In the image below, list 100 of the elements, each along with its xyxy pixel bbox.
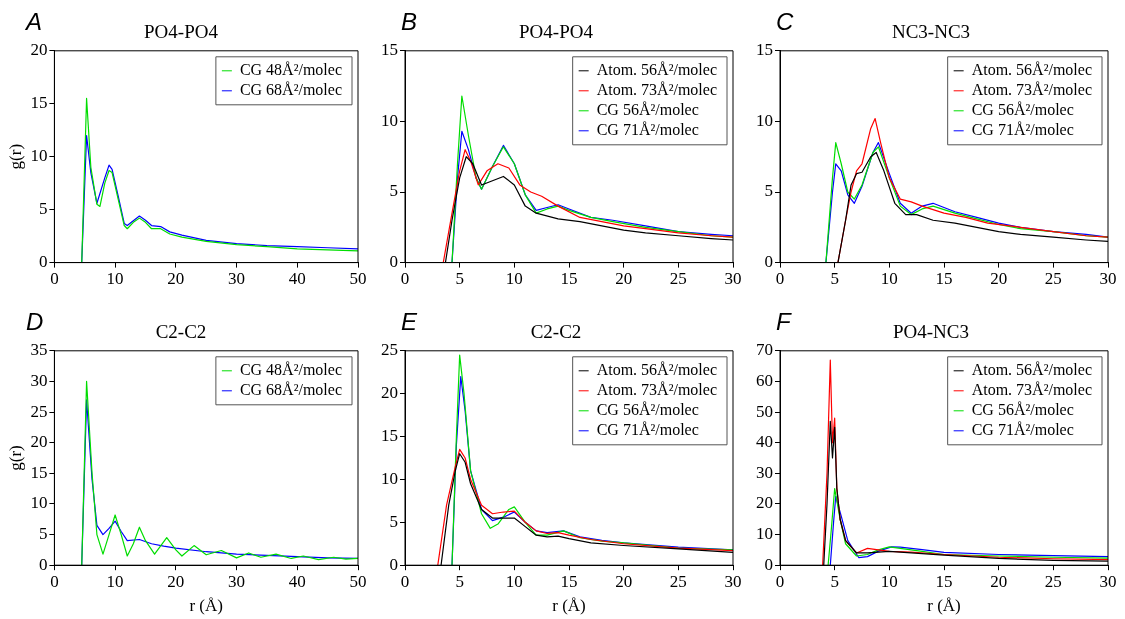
x-tick-label: 10 — [880, 571, 898, 591]
x-tick-label: 15 — [560, 269, 578, 289]
chart-title: NC3-NC3 — [891, 21, 971, 43]
legend-label: CG 68Å²/molec — [239, 381, 343, 398]
y-tick-label: 5 — [38, 199, 48, 219]
legend-label: CG 56Å²/molec — [596, 401, 699, 418]
y-tick-label: 30 — [756, 462, 773, 482]
y-tick-label: 0 — [389, 252, 398, 272]
y-tick-label: 20 — [30, 432, 48, 452]
x-tick-label: 30 — [228, 269, 246, 289]
x-tick-label: 40 — [288, 269, 306, 289]
x-axis-title: r (Å) — [552, 596, 586, 616]
legend-label: CG 71Å²/molec — [971, 121, 1074, 138]
x-tick-label: 30 — [724, 571, 742, 591]
x-tick-label: 15 — [560, 571, 578, 591]
y-tick-label: 15 — [30, 462, 48, 482]
x-tick-label: 40 — [288, 571, 306, 591]
y-tick-label: 0 — [764, 554, 773, 574]
legend-label: CG 56Å²/molec — [596, 101, 699, 118]
x-tick-label: 10 — [505, 571, 523, 591]
y-axis-title: g(r) — [5, 445, 25, 471]
chart-title: PO4-PO4 — [144, 21, 219, 43]
legend-label: Atom. 56Å²/molec — [596, 61, 718, 78]
x-tick-label: 10 — [106, 269, 124, 289]
x-tick-label: 15 — [935, 571, 953, 591]
legend-label: CG 71Å²/molec — [596, 121, 699, 138]
x-tick-label: 10 — [880, 269, 898, 289]
x-tick-label: 5 — [830, 269, 839, 289]
x-tick-label: 5 — [455, 571, 464, 591]
x-tick-label: 30 — [1099, 571, 1117, 591]
x-tick-label: 20 — [615, 571, 633, 591]
legend-label: Atom. 73Å²/molec — [596, 381, 718, 398]
legend-label: Atom. 73Å²/molec — [971, 81, 1093, 98]
y-tick-label: 10 — [756, 110, 773, 130]
x-tick-label: 30 — [228, 571, 246, 591]
y-tick-label: 0 — [38, 554, 48, 574]
x-tick-label: 50 — [349, 269, 367, 289]
y-tick-label: 5 — [764, 181, 773, 201]
x-tick-label: 50 — [349, 571, 367, 591]
y-tick-label: 5 — [389, 511, 398, 531]
legend-label: Atom. 73Å²/molec — [596, 81, 718, 98]
legend-label: CG 48Å²/molec — [239, 361, 343, 378]
x-tick-label: 5 — [830, 571, 839, 591]
text: F — [776, 308, 791, 336]
chart-title: C2-C2 — [155, 321, 207, 343]
legend-label: CG 71Å²/molec — [971, 421, 1074, 438]
legend-label: CG 71Å²/molec — [596, 421, 699, 438]
y-tick-label: 35 — [30, 340, 48, 360]
x-axis-title: r (Å) — [927, 596, 961, 616]
y-tick-label: 20 — [756, 493, 773, 513]
y-tick-label: 10 — [381, 110, 398, 130]
x-tick-label: 25 — [669, 269, 687, 289]
y-tick-label: 20 — [30, 40, 48, 60]
y-tick-label: 0 — [38, 252, 48, 272]
y-tick-label: 10 — [30, 493, 48, 513]
y-tick-label: 5 — [389, 181, 398, 201]
y-axis-title: g(r) — [5, 143, 25, 170]
x-tick-label: 25 — [669, 571, 687, 591]
chart-title: C2-C2 — [530, 321, 582, 343]
x-tick-label: 20 — [990, 269, 1008, 289]
x-tick-label: 30 — [724, 269, 742, 289]
y-tick-label: 10 — [756, 524, 773, 544]
y-tick-label: 15 — [756, 40, 773, 60]
text: C — [776, 8, 794, 36]
y-tick-label: 15 — [381, 426, 398, 446]
y-tick-label: 60 — [756, 370, 773, 390]
text: D — [26, 308, 44, 336]
y-tick-label: 40 — [756, 432, 773, 452]
text: E — [401, 308, 418, 336]
text: A — [26, 8, 43, 36]
legend-label: CG 68Å²/molec — [239, 81, 343, 98]
x-tick-label: 5 — [455, 269, 464, 289]
x-tick-label: 10 — [505, 269, 523, 289]
y-tick-label: 15 — [30, 93, 48, 113]
legend-label: CG 48Å²/molec — [239, 61, 343, 78]
x-axis-title: r (Å) — [189, 596, 223, 616]
text: B — [401, 8, 418, 36]
legend-label: Atom. 56Å²/molec — [596, 361, 718, 378]
y-tick-label: 50 — [756, 401, 773, 421]
y-tick-label: 5 — [38, 524, 48, 544]
legend-label: Atom. 73Å²/molec — [971, 381, 1093, 398]
y-tick-label: 0 — [764, 252, 773, 272]
legend-label: CG 56Å²/molec — [971, 101, 1074, 118]
y-tick-label: 25 — [30, 401, 48, 421]
x-tick-label: 30 — [1099, 269, 1117, 289]
y-tick-label: 10 — [381, 468, 398, 488]
y-tick-label: 25 — [381, 340, 398, 360]
x-tick-label: 20 — [990, 571, 1008, 591]
x-tick-label: 25 — [1044, 571, 1062, 591]
y-tick-label: 70 — [756, 340, 773, 360]
x-tick-label: 10 — [106, 571, 124, 591]
x-tick-label: 20 — [167, 571, 185, 591]
y-tick-label: 30 — [30, 370, 48, 390]
legend-label: CG 56Å²/molec — [971, 401, 1074, 418]
chart-title: PO4-PO4 — [519, 21, 594, 43]
x-tick-label: 20 — [167, 269, 185, 289]
y-tick-label: 0 — [389, 554, 398, 574]
x-tick-label: 20 — [615, 269, 633, 289]
y-tick-label: 15 — [381, 40, 398, 60]
x-tick-label: 25 — [1044, 269, 1062, 289]
